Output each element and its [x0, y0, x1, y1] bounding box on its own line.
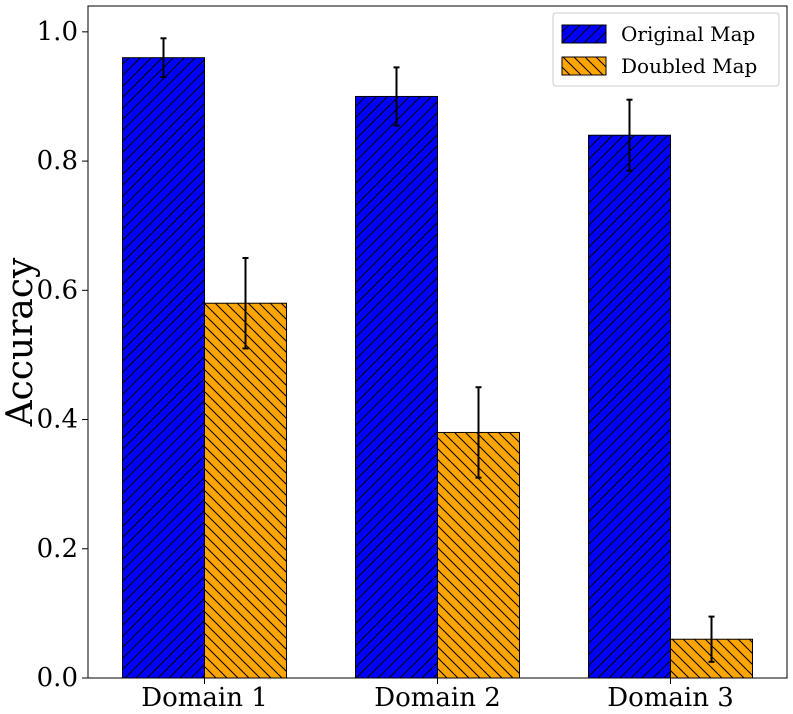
- y-axis: 0.0 0.2 0.4 0.6 0.8 1.0: [37, 17, 88, 693]
- y-tick-label: 1.0: [37, 17, 78, 47]
- error-bar-original-map-1: [160, 37, 167, 79]
- legend-box: [552, 12, 780, 87]
- error-bar-original-map-3: [626, 98, 633, 172]
- x-axis: Domain 1 Domain 2 Domain 3: [141, 678, 734, 713]
- y-tick-label: 0.4: [37, 405, 78, 435]
- error-bars-layer: [160, 37, 715, 663]
- error-bar-doubled-map-1: [242, 257, 249, 350]
- bar-hatch-original-map-1: [122, 57, 205, 678]
- error-bar-original-map-2: [393, 66, 400, 127]
- error-bar-doubled-map-2: [475, 386, 482, 479]
- y-tick-label: 0.0: [37, 663, 78, 693]
- legend-swatch-hatch-doubled-map: [562, 57, 606, 75]
- legend-label-doubled-map: Doubled Map: [621, 54, 757, 78]
- y-axis-title: Accuracy: [0, 257, 41, 427]
- x-tick-label: Domain 2: [374, 683, 501, 713]
- bar-hatch-original-map-3: [588, 135, 671, 678]
- y-tick-label: 0.2: [37, 534, 78, 564]
- x-tick-label: Domain 3: [607, 683, 734, 713]
- bar-hatch-original-map-2: [355, 96, 438, 678]
- legend-label-original-map: Original Map: [621, 22, 755, 46]
- error-bar-doubled-map-3: [708, 615, 715, 663]
- legend-swatch-hatch-original-map: [562, 25, 606, 43]
- legend: Original Map Doubled Map: [552, 12, 780, 87]
- y-tick-label: 0.6: [37, 275, 78, 305]
- x-tick-label: Domain 1: [141, 683, 268, 713]
- y-tick-label: 0.8: [37, 146, 78, 176]
- bar-hatch-doubled-map-1: [204, 303, 287, 678]
- bars-layer: [122, 57, 753, 679]
